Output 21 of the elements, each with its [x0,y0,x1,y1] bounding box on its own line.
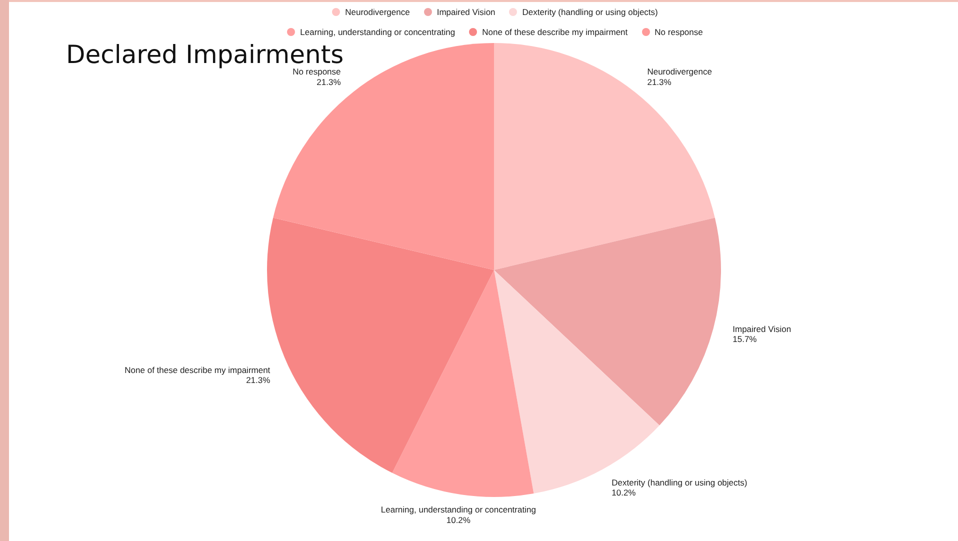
legend-label: None of these describe my impairment [482,26,628,39]
slice-label: No response [292,66,342,77]
text: Declared Impairments [66,40,344,69]
legend-label: Neurodivergence [345,6,410,19]
data-label: 10.2% [612,488,636,498]
slice-label: None of these describe my impairment [124,364,271,375]
slice-label: Dexterity (handling or using objects) [612,477,748,488]
slice-label: Neurodivergence [647,66,712,77]
pie-slice [494,218,721,426]
data-label: 15.7% [732,334,758,344]
data-label: 21.3% [246,374,271,385]
data-label: 21.3% [316,76,342,87]
legend-label: Dexterity (handling or using objects) [522,6,658,19]
legend-label: Impaired Vision [436,6,496,19]
data-label: 10.2% [446,514,471,525]
legend-label: No response [654,26,703,39]
legend-label: Learning, understanding or concentrating [300,26,456,39]
slice-label: Impaired Vision [732,324,792,334]
slice-label: Learning, understanding or concentrating [380,504,536,515]
data-label: 21.3% [647,76,672,87]
pie-slice [494,43,715,270]
